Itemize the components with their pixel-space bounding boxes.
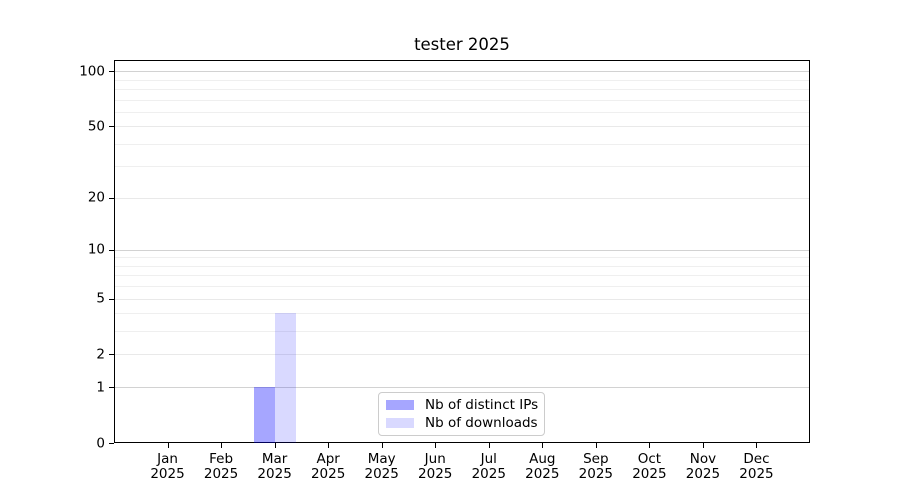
x-tick-mark	[435, 443, 437, 448]
legend-label-downloads: Nb of downloads	[425, 414, 538, 431]
x-tick-year: 2025	[578, 466, 614, 482]
legend-label-distinct-ips: Nb of distinct IPs	[425, 396, 539, 413]
y-tick-label: 50	[87, 117, 105, 134]
gridline-minor	[115, 313, 809, 315]
x-tick-label: Oct 2025	[617, 452, 681, 482]
x-tick-mark	[381, 443, 383, 448]
x-tick-mark	[274, 443, 276, 448]
gridline-major	[115, 354, 809, 356]
y-tick-label: 1	[96, 378, 105, 395]
x-tick-month: Dec	[743, 451, 770, 467]
gridline-major	[115, 298, 809, 300]
y-tick-mark	[109, 197, 114, 199]
y-tick-label: 100	[79, 62, 105, 79]
gridline-minor	[115, 143, 809, 145]
gridline-major	[115, 387, 809, 389]
legend: Nb of distinct IPs Nb of downloads	[378, 392, 545, 436]
x-tick-year: 2025	[150, 466, 185, 482]
x-tick-label: Nov 2025	[671, 452, 735, 482]
x-tick-label: May 2025	[350, 452, 414, 482]
legend-swatch-downloads	[386, 418, 414, 428]
x-tick-mark	[649, 443, 651, 448]
gridline-minor	[115, 88, 809, 90]
x-tick-month: Nov	[689, 451, 717, 467]
x-tick-month: Sep	[583, 451, 609, 467]
gridline-minor	[115, 331, 809, 333]
gridline-minor	[115, 99, 809, 101]
x-tick-label: Jul 2025	[457, 452, 521, 482]
x-tick-month: Jun	[424, 451, 446, 467]
x-tick-month: Mar	[261, 451, 288, 467]
x-tick-month: Oct	[637, 451, 662, 467]
x-tick-mark	[328, 443, 330, 448]
y-tick-mark	[109, 354, 114, 356]
gridline-minor	[115, 257, 809, 259]
x-tick-month: Aug	[529, 451, 556, 467]
gridline-major	[115, 197, 809, 199]
chart-title: tester 2025	[414, 35, 510, 54]
bar-nb-of-downloads	[274, 313, 296, 443]
x-tick-label: Mar 2025	[243, 452, 307, 482]
gridline-major	[115, 249, 809, 251]
x-tick-month: Jul	[480, 451, 497, 467]
gridline-minor	[115, 286, 809, 288]
y-tick-mark	[109, 298, 114, 300]
x-tick-mark	[756, 443, 758, 448]
x-tick-year: 2025	[525, 466, 560, 482]
x-tick-month: Apr	[316, 451, 340, 467]
x-tick-mark	[167, 443, 169, 448]
x-tick-label: Aug 2025	[510, 452, 574, 482]
x-tick-year: 2025	[418, 466, 453, 482]
gridline-major	[115, 126, 809, 128]
y-tick-mark	[109, 126, 114, 128]
x-tick-year: 2025	[203, 466, 239, 482]
gridline-major	[115, 71, 809, 73]
y-tick-label: 0	[96, 434, 105, 451]
x-tick-year: 2025	[471, 466, 506, 482]
x-tick-year: 2025	[257, 466, 292, 482]
y-tick-mark	[109, 249, 114, 251]
legend-item-downloads: Nb of downloads	[386, 414, 544, 431]
y-tick-mark	[109, 443, 114, 444]
x-tick-label: Sep 2025	[564, 452, 628, 482]
legend-item-distinct-ips: Nb of distinct IPs	[386, 396, 544, 413]
x-tick-year: 2025	[310, 466, 346, 482]
x-tick-label: Dec 2025	[724, 452, 788, 482]
gridline-minor	[115, 166, 809, 168]
x-tick-label: Feb 2025	[189, 452, 253, 482]
y-tick-label: 20	[87, 189, 105, 206]
x-tick-month: Feb	[209, 451, 234, 467]
y-tick-mark	[109, 387, 114, 389]
x-tick-month: Jan	[157, 451, 178, 467]
x-tick-mark	[221, 443, 223, 448]
x-tick-label: Jun 2025	[403, 452, 467, 482]
y-tick-mark	[109, 71, 114, 73]
x-tick-year: 2025	[364, 466, 399, 482]
x-tick-year: 2025	[739, 466, 774, 482]
y-tick-label: 2	[96, 346, 105, 363]
x-tick-year: 2025	[632, 466, 667, 482]
x-tick-year: 2025	[685, 466, 721, 482]
y-tick-label: 5	[96, 290, 105, 307]
x-tick-mark	[595, 443, 597, 448]
x-tick-label: Jan 2025	[136, 452, 200, 482]
x-tick-mark	[542, 443, 544, 448]
x-tick-label: Apr 2025	[296, 452, 360, 482]
y-tick-label: 10	[87, 241, 105, 258]
x-tick-mark	[488, 443, 490, 448]
legend-swatch-distinct-ips	[386, 400, 414, 410]
gridline-minor	[115, 275, 809, 277]
gridline-minor	[115, 79, 809, 81]
gridline-minor	[115, 265, 809, 267]
plot-area	[114, 60, 810, 443]
x-tick-mark	[702, 443, 704, 448]
x-tick-month: May	[367, 451, 396, 467]
bar-nb-of-distinct-ips	[253, 387, 275, 443]
gridline-minor	[115, 111, 809, 113]
